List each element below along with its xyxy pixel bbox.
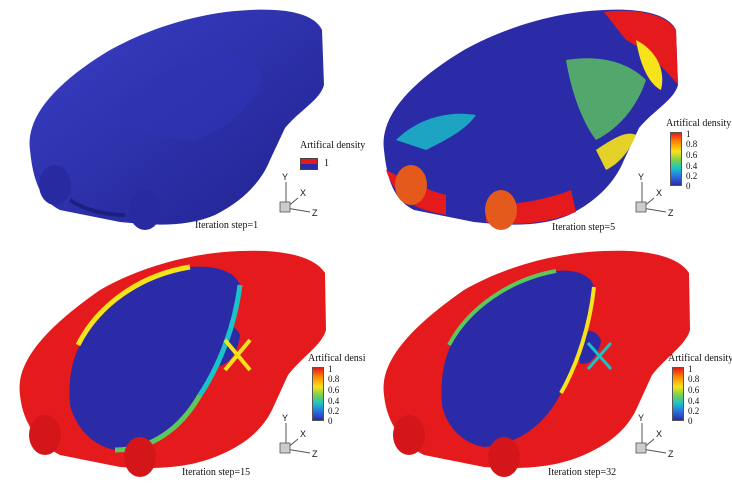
colorbar-tick: 0.4 (686, 161, 698, 171)
colorbar-tick: 0 (328, 416, 333, 426)
car-headlight-left (395, 165, 427, 205)
car-body-render (383, 9, 678, 230)
density-mid-region (596, 133, 636, 170)
colorbar (670, 132, 682, 186)
density-mid-region (559, 286, 596, 394)
car-grille (68, 198, 126, 217)
car-headlight-left (39, 165, 71, 205)
legend-swatch (300, 158, 318, 170)
colorbar-tick: 0.2 (688, 406, 700, 416)
legend-title: Artifical density (300, 140, 366, 151)
iteration-step-label: Iteration step=15 (182, 467, 251, 478)
axis-y-label: Y (638, 172, 644, 182)
car-body-render (19, 250, 326, 477)
car-headlight-left (29, 415, 61, 455)
axis-x-label: X (656, 188, 662, 198)
axis-x-label: X (656, 429, 662, 439)
axis-triad: Y X Z (279, 413, 318, 459)
axis-triad: Y X Z (635, 172, 674, 218)
car-headlight-right (129, 190, 161, 230)
axis-triad: Y X Z (635, 413, 674, 459)
legend-title: Artifical density (308, 353, 366, 364)
legend-title: Artifical density (668, 353, 732, 364)
car-body-render (383, 250, 690, 477)
density-mid-region (223, 338, 252, 372)
panel-step-32: Artifical density 1 0.8 0.6 0.4 0.2 0 Y … (366, 245, 732, 490)
panel-step-1: Artifical density 1 Y X Z Iteration step… (0, 0, 366, 245)
colorbar-tick: 0.2 (328, 406, 340, 416)
colorbar (312, 367, 324, 421)
colorbar-tick: 0.6 (328, 385, 340, 395)
axis-x-label: X (300, 188, 306, 198)
density-mid-region (75, 264, 191, 347)
axis-z-label: Z (668, 208, 674, 218)
colorbar (672, 367, 684, 421)
axis-y-label: Y (638, 413, 644, 423)
density-low-region (69, 266, 241, 450)
colorbar-tick: 0.4 (688, 396, 700, 406)
car-headlight-right (488, 437, 520, 477)
car-body-render (29, 9, 324, 230)
panel-step-5: Artifical density 1 0.8 0.6 0.4 0.2 0 Y … (366, 0, 732, 245)
axis-x-label: X (300, 429, 306, 439)
colorbar-tick: 0 (688, 416, 693, 426)
iteration-step-label: Iteration step=32 (548, 467, 617, 478)
colorbar-tick: 1 (688, 364, 693, 374)
colorbar-tick: 0.2 (686, 171, 698, 181)
car-headlight-right (485, 190, 517, 230)
legend-title: Artifical density (666, 118, 732, 129)
panel-step-15: Artifical density 1 0.8 0.6 0.4 0.2 0 Y … (0, 245, 366, 490)
density-mid-region (566, 58, 646, 140)
density-mid-region (396, 113, 476, 150)
colorbar-tick: 0.6 (688, 385, 700, 395)
colorbar-tick: 0.8 (686, 139, 698, 149)
colorbar-tick: 1 (686, 129, 691, 139)
axis-z-label: Z (312, 208, 318, 218)
axis-y-label: Y (282, 413, 288, 423)
car-headlight-right (124, 437, 156, 477)
density-mid-region (636, 40, 663, 90)
car-windshield (110, 55, 262, 140)
colorbar-tick: 1 (328, 364, 333, 374)
colorbar-tick: 0 (686, 181, 691, 191)
axis-triad: Y X Z (279, 172, 318, 218)
density-mid-region (447, 269, 557, 346)
iteration-step-label: Iteration step=1 (195, 220, 259, 231)
colorbar-tick: 0.8 (328, 374, 340, 384)
axis-z-label: Z (312, 449, 318, 459)
axis-z-label: Z (668, 449, 674, 459)
iteration-step-label: Iteration step=5 (552, 222, 616, 233)
colorbar-tick: 0.4 (328, 396, 340, 406)
legend-value: 1 (324, 158, 329, 169)
colorbar-tick: 0.6 (686, 150, 698, 160)
car-headlight-left (393, 415, 425, 455)
colorbar-tick: 0.8 (688, 374, 700, 384)
density-low-region (441, 270, 594, 447)
density-mid-region (586, 342, 613, 370)
axis-y-label: Y (282, 172, 288, 182)
